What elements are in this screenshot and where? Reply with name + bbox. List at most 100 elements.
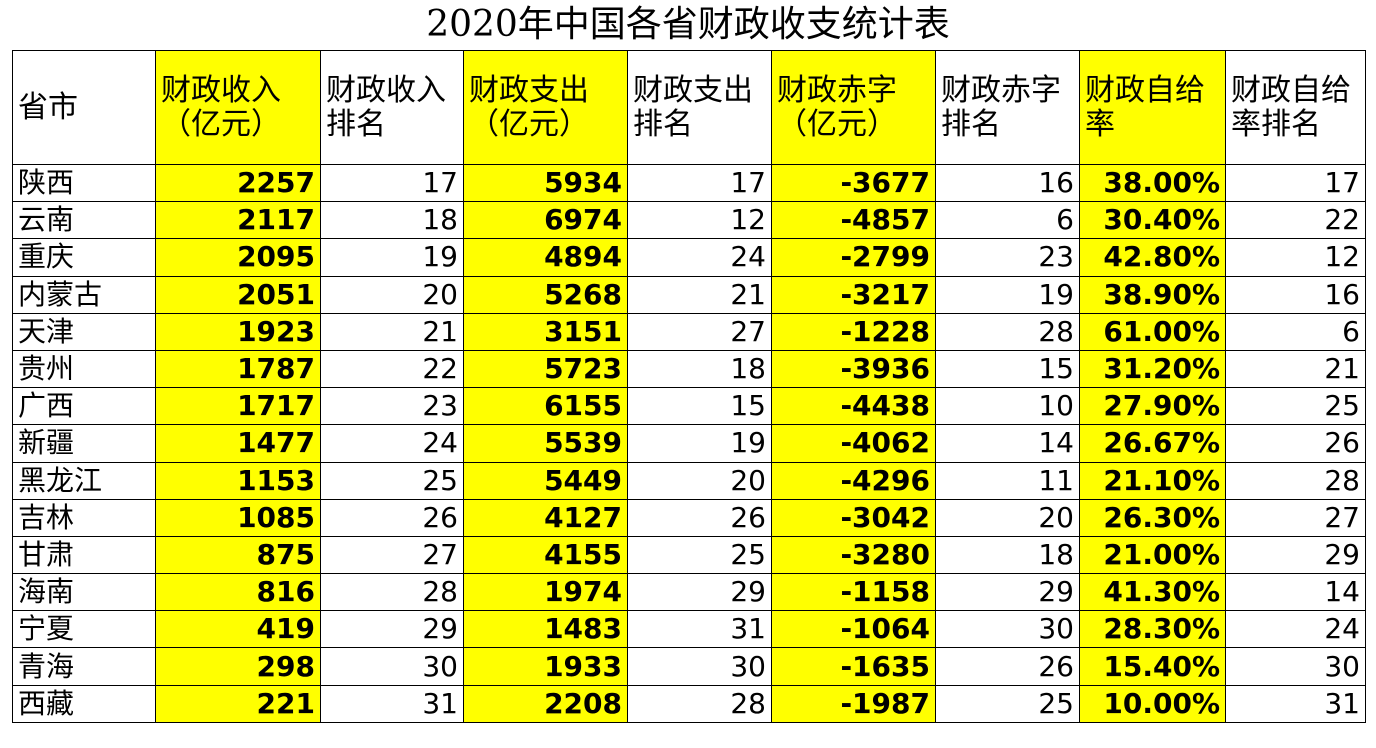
- table-row: 陕西 2257 17 5934 17 -3677 16 38.00% 17: [12, 163, 1366, 203]
- value-cell: 15: [627, 387, 772, 426]
- province-cell: 贵州: [12, 349, 156, 389]
- value-cell: -3936: [771, 349, 936, 389]
- table-row: 云南 2117 18 6974 12 -4857 6 30.40% 22: [12, 201, 1366, 240]
- province-cell: 陕西: [12, 163, 156, 203]
- value-cell: 26: [320, 498, 464, 537]
- header-cell: 财政自给率: [1079, 50, 1226, 165]
- value-cell: 1477: [155, 424, 321, 463]
- value-cell: 17: [1225, 163, 1366, 203]
- value-cell: -3677: [771, 163, 936, 203]
- value-cell: 25: [320, 461, 464, 500]
- table-row: 黑龙江 1153 25 5449 20 -4296 11 21.10% 28: [12, 461, 1366, 500]
- header-cell: 财政收入排名: [320, 50, 464, 165]
- value-cell: 26.30%: [1079, 498, 1226, 537]
- value-cell: 3151: [463, 312, 628, 351]
- table-row: 贵州 1787 22 5723 18 -3936 15 31.20% 21: [12, 349, 1366, 389]
- value-cell: 1483: [463, 610, 628, 649]
- value-cell: 4894: [463, 238, 628, 277]
- value-cell: 22: [320, 349, 464, 389]
- value-cell: 15.40%: [1079, 647, 1226, 686]
- value-cell: 2208: [463, 684, 628, 723]
- value-cell: 30: [320, 647, 464, 686]
- value-cell: 29: [627, 573, 772, 612]
- value-cell: 14: [935, 424, 1080, 463]
- value-cell: 12: [627, 201, 772, 240]
- value-cell: 19: [320, 238, 464, 277]
- value-cell: 1933: [463, 647, 628, 686]
- value-cell: 38.90%: [1079, 275, 1226, 314]
- value-cell: 18: [320, 201, 464, 240]
- finance-table: 省市 财政收入（亿元） 财政收入排名 财政支出（亿元） 财政支出排名 财政赤字（亿元） 财政…: [12, 50, 1366, 723]
- value-cell: 21: [1225, 349, 1366, 389]
- value-cell: 25: [1225, 387, 1366, 426]
- header-row: 省市 财政收入（亿元） 财政收入排名 财政支出（亿元） 财政支出排名 财政赤字（亿元） 财政…: [12, 50, 1366, 165]
- value-cell: 5449: [463, 461, 628, 500]
- table-title: 2020年中国各省财政收支统计表: [426, 4, 950, 45]
- value-cell: 30.40%: [1079, 201, 1226, 240]
- header-cell: 财政支出（亿元）: [463, 50, 628, 165]
- value-cell: 21.10%: [1079, 461, 1226, 500]
- value-cell: 4155: [463, 535, 628, 575]
- value-cell: -3042: [771, 498, 936, 537]
- value-cell: 10.00%: [1079, 684, 1226, 723]
- value-cell: 28: [935, 312, 1080, 351]
- table-row: 吉林 1085 26 4127 26 -3042 20 26.30% 27: [12, 498, 1366, 537]
- value-cell: 18: [627, 349, 772, 389]
- value-cell: 816: [155, 573, 321, 612]
- value-cell: -4296: [771, 461, 936, 500]
- province-cell: 宁夏: [12, 610, 156, 649]
- table-row: 内蒙古 2051 20 5268 21 -3217 19 38.90% 16: [12, 275, 1366, 314]
- province-cell: 广西: [12, 387, 156, 426]
- table-row: 天津 1923 21 3151 27 -1228 28 61.00% 6: [12, 312, 1366, 351]
- value-cell: 5268: [463, 275, 628, 314]
- header-cell: 省市: [12, 50, 156, 165]
- header-cell: 财政自给率排名: [1225, 50, 1366, 165]
- value-cell: 875: [155, 535, 321, 575]
- value-cell: 21.00%: [1079, 535, 1226, 575]
- value-cell: 24: [1225, 610, 1366, 649]
- value-cell: 19: [935, 275, 1080, 314]
- province-cell: 云南: [12, 201, 156, 240]
- value-cell: 1085: [155, 498, 321, 537]
- value-cell: -2799: [771, 238, 936, 277]
- value-cell: 26: [935, 647, 1080, 686]
- value-cell: 25: [627, 535, 772, 575]
- value-cell: 42.80%: [1079, 238, 1226, 277]
- table-row: 青海 298 30 1933 30 -1635 26 15.40% 30: [12, 647, 1366, 686]
- value-cell: 26.67%: [1079, 424, 1226, 463]
- value-cell: 29: [935, 573, 1080, 612]
- value-cell: 38.00%: [1079, 163, 1226, 203]
- table-row: 新疆 1477 24 5539 19 -4062 14 26.67% 26: [12, 424, 1366, 463]
- value-cell: 6: [935, 201, 1080, 240]
- value-cell: 17: [320, 163, 464, 203]
- value-cell: 29: [1225, 535, 1366, 575]
- value-cell: -4438: [771, 387, 936, 426]
- value-cell: 20: [935, 498, 1080, 537]
- province-cell: 甘肃: [12, 535, 156, 575]
- value-cell: 221: [155, 684, 321, 723]
- value-cell: 10: [935, 387, 1080, 426]
- value-cell: 31.20%: [1079, 349, 1226, 389]
- value-cell: 6974: [463, 201, 628, 240]
- value-cell: 5723: [463, 349, 628, 389]
- value-cell: -4857: [771, 201, 936, 240]
- value-cell: -3280: [771, 535, 936, 575]
- value-cell: 23: [320, 387, 464, 426]
- table-row: 甘肃 875 27 4155 25 -3280 18 21.00% 29: [12, 535, 1366, 575]
- province-cell: 天津: [12, 312, 156, 351]
- value-cell: 21: [320, 312, 464, 351]
- value-cell: 6155: [463, 387, 628, 426]
- header-cell: 财政收入（亿元）: [155, 50, 321, 165]
- table-row: 重庆 2095 19 4894 24 -2799 23 42.80% 12: [12, 238, 1366, 277]
- value-cell: 5539: [463, 424, 628, 463]
- table-body: 陕西 2257 17 5934 17 -3677 16 38.00% 17 云南 2117 18 697…: [12, 163, 1366, 723]
- value-cell: 31: [1225, 684, 1366, 723]
- value-cell: 17: [627, 163, 772, 203]
- value-cell: -1987: [771, 684, 936, 723]
- province-cell: 内蒙古: [12, 275, 156, 314]
- value-cell: -1228: [771, 312, 936, 351]
- value-cell: 2095: [155, 238, 321, 277]
- value-cell: 28: [1225, 461, 1366, 500]
- value-cell: -3217: [771, 275, 936, 314]
